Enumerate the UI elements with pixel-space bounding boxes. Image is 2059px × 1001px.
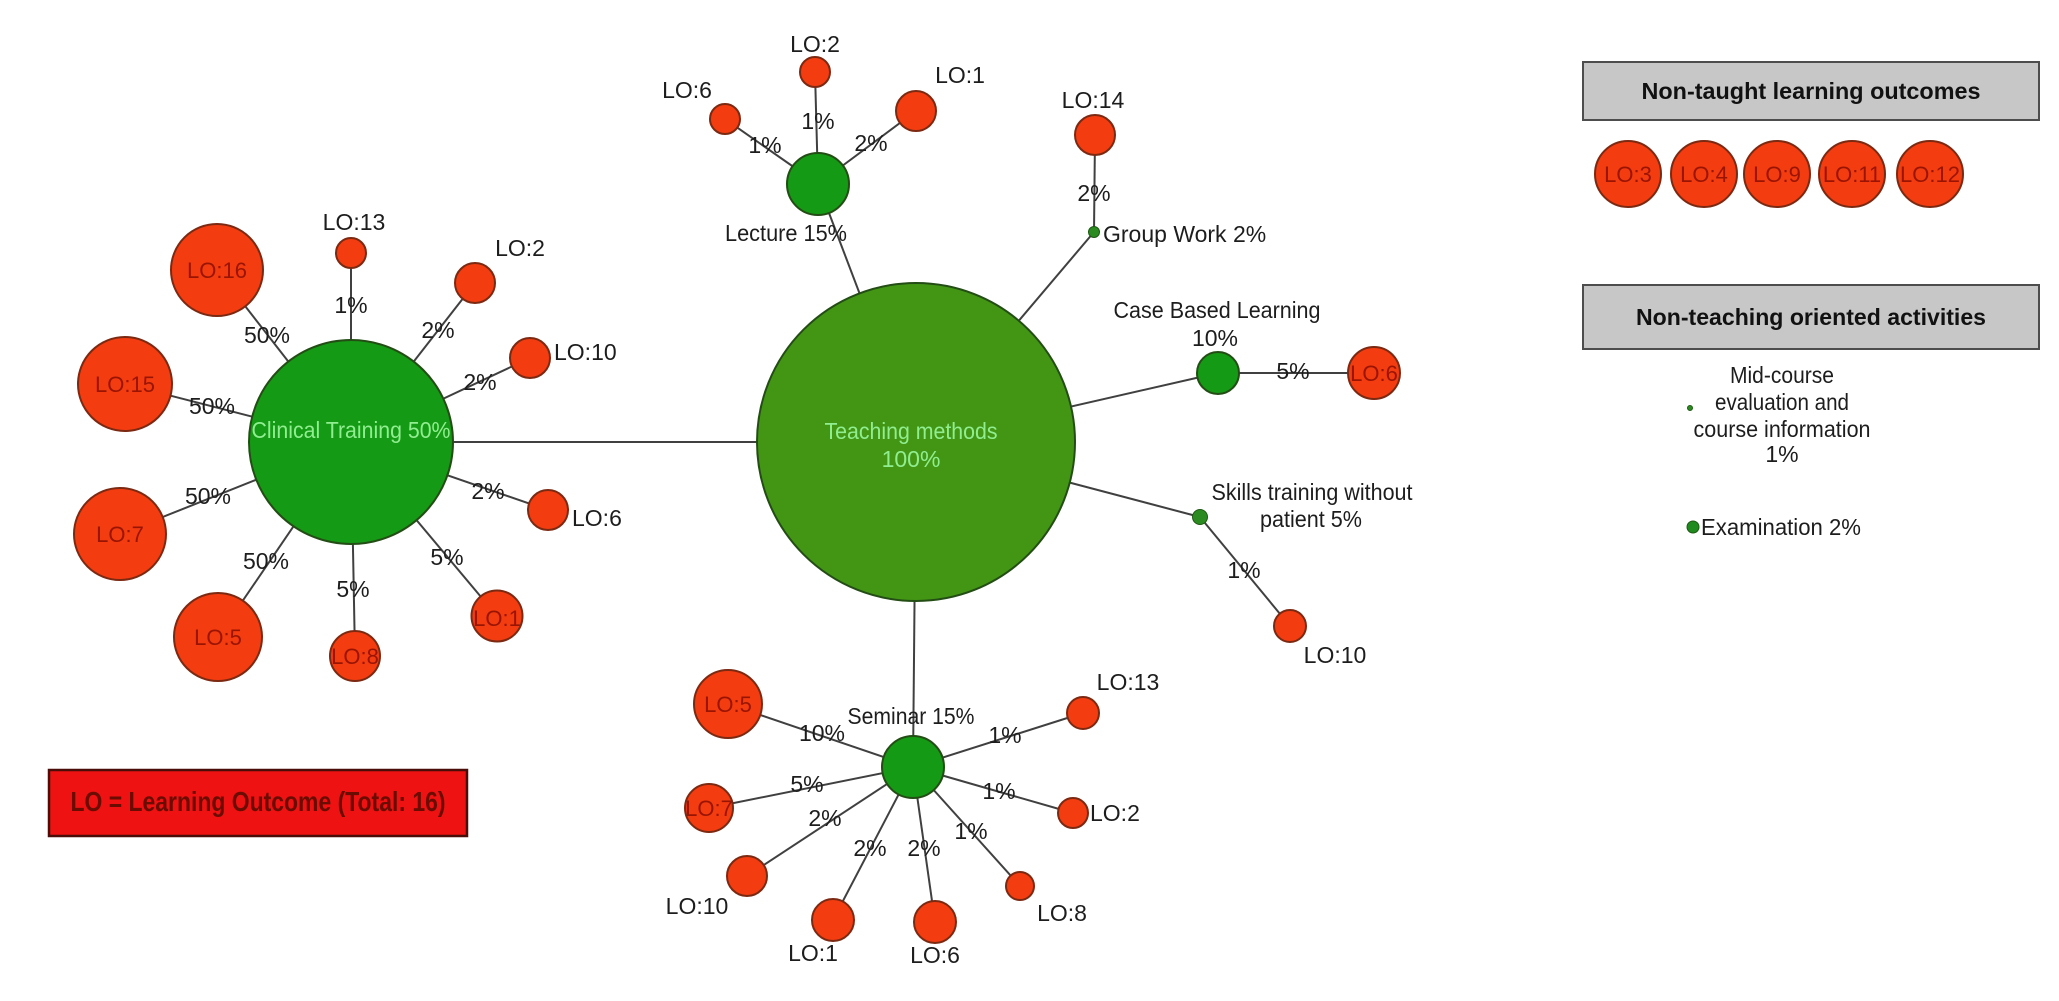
svg-text:LO:3: LO:3 <box>1604 162 1652 187</box>
svg-text:Mid-course: Mid-course <box>1730 362 1834 388</box>
svg-text:50%: 50% <box>185 483 231 509</box>
svg-text:10%: 10% <box>799 720 845 746</box>
svg-text:5%: 5% <box>790 771 823 797</box>
svg-text:LO:14: LO:14 <box>1062 87 1125 113</box>
svg-text:2%: 2% <box>463 369 496 395</box>
svg-text:LO:6: LO:6 <box>662 77 712 103</box>
svg-text:1%: 1% <box>801 108 834 134</box>
svg-text:course information: course information <box>1694 416 1871 442</box>
svg-text:LO = Learning Outcome (Total:: LO = Learning Outcome (Total: 16) <box>71 786 446 817</box>
svg-text:50%: 50% <box>189 393 235 419</box>
svg-text:2%: 2% <box>1077 180 1110 206</box>
svg-text:LO:7: LO:7 <box>685 796 733 821</box>
svg-text:LO:6: LO:6 <box>572 505 622 531</box>
svg-text:Skills training without: Skills training without <box>1212 479 1414 505</box>
svg-text:LO:5: LO:5 <box>194 625 242 650</box>
svg-text:LO:2: LO:2 <box>1090 800 1140 826</box>
svg-text:1%: 1% <box>748 132 781 158</box>
svg-text:2%: 2% <box>853 835 886 861</box>
svg-text:LO:8: LO:8 <box>1037 900 1087 926</box>
svg-text:LO:9: LO:9 <box>1753 162 1801 187</box>
svg-text:LO:16: LO:16 <box>187 258 247 283</box>
svg-text:LO:6: LO:6 <box>1350 361 1398 386</box>
svg-text:1%: 1% <box>982 778 1015 804</box>
svg-text:LO:8: LO:8 <box>331 644 379 669</box>
svg-text:LO:10: LO:10 <box>554 339 617 365</box>
svg-text:Lecture 15%: Lecture 15% <box>725 220 847 246</box>
svg-text:1%: 1% <box>954 818 987 844</box>
svg-text:Teaching methods: Teaching methods <box>825 418 998 444</box>
svg-text:LO:1: LO:1 <box>473 606 521 631</box>
svg-text:100%: 100% <box>882 446 941 472</box>
svg-text:LO:5: LO:5 <box>704 692 752 717</box>
svg-text:LO:1: LO:1 <box>788 940 838 966</box>
svg-text:2%: 2% <box>421 317 454 343</box>
svg-text:Case Based Learning: Case Based Learning <box>1114 297 1321 323</box>
svg-text:Examination 2%: Examination 2% <box>1701 514 1861 540</box>
svg-text:LO:2: LO:2 <box>790 31 840 57</box>
svg-text:patient 5%: patient 5% <box>1260 506 1362 532</box>
svg-text:LO:13: LO:13 <box>1097 669 1160 695</box>
svg-text:2%: 2% <box>907 835 940 861</box>
svg-text:Seminar 15%: Seminar 15% <box>848 703 975 729</box>
svg-text:Non-teaching oriented activiti: Non-teaching oriented activities <box>1636 304 1986 330</box>
svg-text:Group Work 2%: Group Work 2% <box>1103 221 1266 247</box>
svg-text:Non-taught learning outcomes: Non-taught learning outcomes <box>1642 78 1981 104</box>
svg-text:evaluation and: evaluation and <box>1715 389 1849 415</box>
svg-text:5%: 5% <box>430 544 463 570</box>
svg-text:LO:10: LO:10 <box>1304 642 1367 668</box>
svg-text:LO:15: LO:15 <box>95 372 155 397</box>
svg-text:10%: 10% <box>1192 325 1238 351</box>
svg-text:1%: 1% <box>1765 441 1798 467</box>
svg-text:Clinical Training 50%: Clinical Training 50% <box>252 417 451 443</box>
svg-text:LO:10: LO:10 <box>666 893 729 919</box>
svg-text:LO:13: LO:13 <box>323 209 386 235</box>
svg-text:LO:2: LO:2 <box>495 235 545 261</box>
svg-text:5%: 5% <box>336 576 369 602</box>
svg-text:LO:1: LO:1 <box>935 62 985 88</box>
svg-text:LO:6: LO:6 <box>910 942 960 968</box>
svg-text:LO:11: LO:11 <box>1823 162 1881 187</box>
svg-text:50%: 50% <box>244 322 290 348</box>
svg-text:LO:4: LO:4 <box>1680 162 1728 187</box>
svg-text:LO:7: LO:7 <box>96 522 144 547</box>
svg-text:1%: 1% <box>334 292 367 318</box>
svg-text:2%: 2% <box>471 478 504 504</box>
svg-text:2%: 2% <box>808 805 841 831</box>
svg-text:LO:12: LO:12 <box>1900 162 1960 187</box>
svg-text:1%: 1% <box>1227 557 1260 583</box>
svg-text:5%: 5% <box>1276 358 1309 384</box>
svg-text:1%: 1% <box>988 722 1021 748</box>
svg-text:2%: 2% <box>854 130 887 156</box>
svg-text:50%: 50% <box>243 548 289 574</box>
